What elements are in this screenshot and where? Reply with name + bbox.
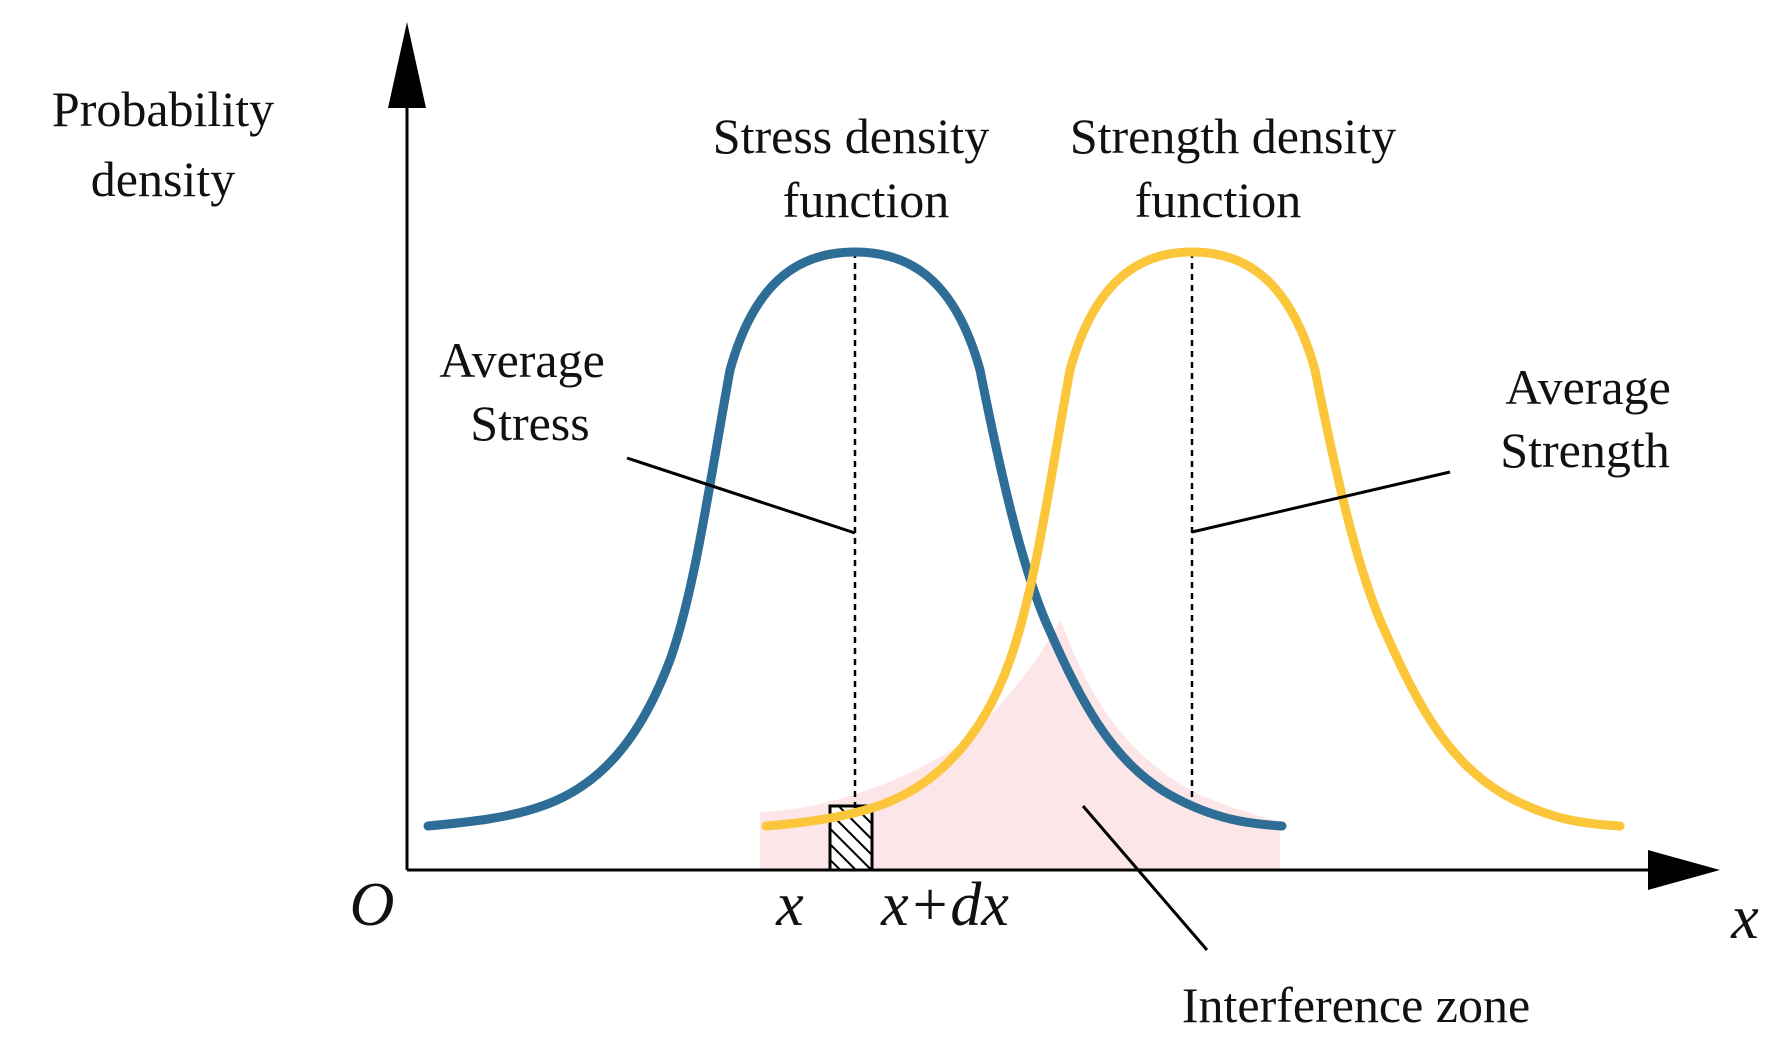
strength-label-line1: Strength density <box>1070 108 1396 164</box>
average-stress-label-line1: Average <box>439 332 605 388</box>
x-axis-arrow <box>1648 850 1720 890</box>
average-strength-leader <box>1191 470 1451 534</box>
average-strength-label-line1: Average <box>1505 359 1671 415</box>
interference-leader <box>1081 805 1209 951</box>
y-axis-arrow <box>388 22 426 108</box>
tick-x-label: x <box>775 871 804 939</box>
stress-label-line1: Stress density <box>713 108 989 164</box>
stress-label-line2: function <box>783 172 950 228</box>
x-axis-label: x <box>1730 884 1759 952</box>
y-axis-label-line2: density <box>91 151 235 207</box>
average-strength-label-line2: Strength <box>1500 422 1669 478</box>
average-stress-label-line2: Stress <box>470 395 589 451</box>
average-stress-leader <box>626 456 856 535</box>
y-axis-label-line1: Probability <box>52 81 274 137</box>
interference-zone-label: Interference zone <box>1182 977 1530 1033</box>
strength-label-line2: function <box>1135 172 1302 228</box>
tick-x-dx-label: x+dx <box>880 871 1009 939</box>
strength-density-curve <box>761 247 1625 831</box>
interference-zone <box>760 620 1280 870</box>
origin-label: O <box>350 871 395 939</box>
stress-density-curve <box>423 247 1287 831</box>
